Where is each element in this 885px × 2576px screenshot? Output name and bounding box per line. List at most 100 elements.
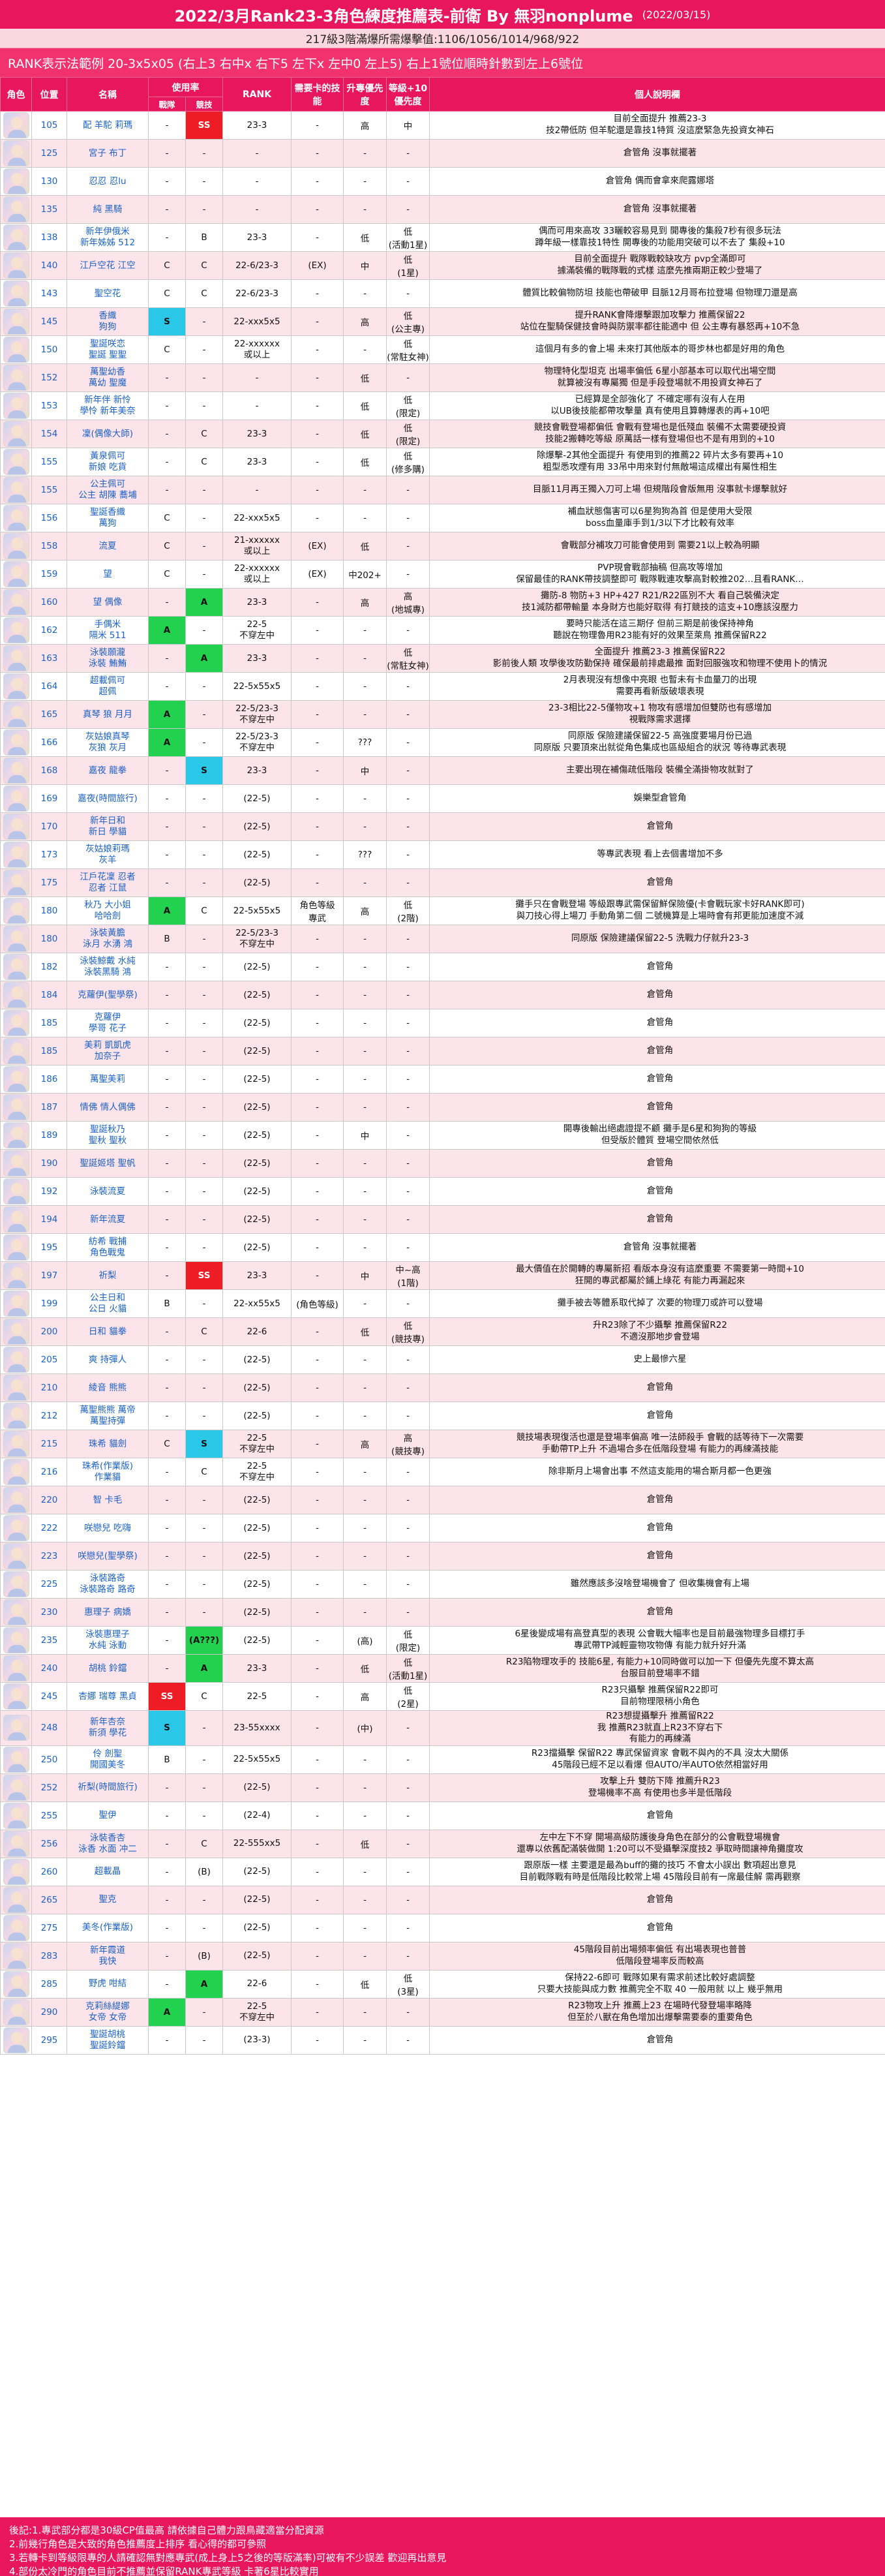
character-portrait: [0, 1149, 32, 1178]
unique-equipment-cell: -: [291, 111, 344, 140]
name-cell: 新年伊俄米 新年姊姊 512: [67, 223, 149, 252]
priority-cell: -: [343, 1486, 387, 1514]
name-cell: 日和 貓拳: [67, 1317, 149, 1346]
unique-equipment-cell: -: [291, 1037, 344, 1066]
priority-cell: 低: [343, 223, 387, 252]
usage-pvp-cell: -: [148, 1009, 186, 1037]
level-priority-cell: -: [386, 560, 430, 589]
character-portrait: [0, 420, 32, 448]
priority-cell: -: [343, 981, 387, 1009]
position-cell: 150: [31, 335, 67, 364]
usage-pvp-cell: -: [148, 167, 186, 196]
unique-equipment-cell: -: [291, 448, 344, 476]
character-portrait: [0, 1205, 32, 1234]
rank-cell: (22-5): [222, 1542, 292, 1571]
rank-cell: (22-5): [222, 1941, 292, 1970]
priority-cell: -: [343, 504, 387, 532]
usage-pvp-cell: A: [148, 616, 186, 645]
usage-pvp-cell: -: [148, 448, 186, 476]
level-priority-cell: -: [386, 1345, 430, 1374]
table-row: 168 嘉夜 龍拳 - S 23-3- 中 - 主要出現在補傷疏低階段 裝備全滿掛物攻就對了: [0, 756, 885, 785]
level-priority-cell: 中~高 (1階): [386, 1261, 430, 1290]
name-cell: 聖誕胡桃 聖誕鈴鐺: [67, 2025, 149, 2055]
rank-cell: 22-xxxxxx 或以上: [222, 335, 292, 364]
table-row: 163 泳裝願瀧 泳裝 鮪鮪 - A 23-3- - 低 (常駐女神) 全面提升 推薦23-3 推…: [0, 644, 885, 673]
level-priority-cell: -: [386, 840, 430, 869]
notes-cell: 倉管角: [429, 1486, 885, 1514]
priority-cell: -: [343, 1093, 387, 1122]
table-row: 260 超載晶 - (B) (22-5) - - - 跟原版一樣 主要還是最為buff的攤的技巧…: [0, 1857, 885, 1886]
unique-equipment-cell: -: [291, 1542, 344, 1571]
table-row: 125 宮子 布丁 - - - - - - 倉管角 沒事就擺著: [0, 139, 885, 168]
usage-pve-cell: SS: [185, 1261, 223, 1290]
character-portrait: [0, 476, 32, 504]
character-portrait-icon: [3, 589, 29, 615]
table-row: 252 祈梨(時間旅行) - - (22-5) - - - 攻擊上升 雙防下降 推薦升R23 登場…: [0, 1773, 885, 1802]
usage-pvp-cell: -: [148, 139, 186, 168]
usage-pve-cell: -: [185, 700, 223, 729]
priority-cell: -: [343, 1458, 387, 1486]
unique-equipment-cell: -: [291, 476, 344, 504]
usage-pve-cell: S: [185, 756, 223, 785]
level-priority-cell: -: [386, 2025, 430, 2055]
priority-cell: -: [343, 1149, 387, 1178]
unique-equipment-cell: -: [291, 391, 344, 420]
usage-pve-cell: -: [185, 1177, 223, 1206]
character-portrait-icon: [3, 337, 29, 363]
character-portrait: [0, 868, 32, 897]
notes-cell: 2月表現沒有想像中亮眼 也暫未有卡血量刀的出現 需要再看新版破壞表現: [429, 672, 885, 701]
position-cell: 195: [31, 1233, 67, 1262]
table-row: 235 泳裝惠理子 水純 泳動 - (A???) (22-5) - (高) 低 (限定) 6星後變成…: [0, 1626, 885, 1655]
sheet-date: (2022/03/15): [642, 8, 711, 21]
usage-pve-cell: -: [185, 139, 223, 168]
level-priority-cell: -: [386, 1205, 430, 1234]
usage-pve-cell: -: [185, 1037, 223, 1066]
notes-cell: 23-3相比22-5僅物攻+1 物攻有感增加但雙防也有感增加 視戰隊需求選擇: [429, 700, 885, 729]
rank-cell: (22-5): [222, 812, 292, 841]
unique-equipment-cell: -: [291, 700, 344, 729]
usage-pve-cell: -: [185, 1121, 223, 1150]
position-cell: 153: [31, 391, 67, 420]
level-priority-cell: -: [386, 1885, 430, 1914]
priority-cell: -: [343, 1801, 387, 1830]
rank-cell: (23-3): [222, 2025, 292, 2055]
table-row: 190 聖誕姬塔 聖帆 - - (22-5) - - - 倉管角: [0, 1149, 885, 1178]
character-portrait: [0, 448, 32, 476]
table-row: 197 祈梨 - SS 23-3- 中中~高 (1階) 最大價值在於開轉的專屬新招 看版本身沒…: [0, 1261, 885, 1290]
name-cell: 克蘿伊 學哥 花子: [67, 1009, 149, 1037]
notes-cell: 倉管角: [429, 1373, 885, 1402]
usage-pvp-cell: -: [148, 1037, 186, 1066]
priority-cell: (高): [343, 1626, 387, 1655]
priority-cell: -: [343, 167, 387, 196]
level-priority-cell: -: [386, 1710, 430, 1746]
character-portrait: [0, 1289, 32, 1318]
notes-cell: 左中左下不穿 開場高級防護後身角色在部分的公會戰登場機會 還專以依舊配滿裝做開 1…: [429, 1829, 885, 1858]
level-priority-cell: 低 (限定): [386, 391, 430, 420]
position-cell: 164: [31, 672, 67, 701]
level-priority-cell: -: [386, 1233, 430, 1262]
notes-cell: 開專後輸出絕處證提不顧 攤手是6星和狗狗的等級 但受版於體質 登場空間依然低: [429, 1121, 885, 1150]
footer-line: 2.前幾行角色是大致的角色推薦度上排序 看心得的都可參照: [9, 2538, 267, 2550]
notes-cell: 倉管角: [429, 1514, 885, 1542]
unique-equipment-cell: -: [291, 1941, 344, 1970]
level-priority-cell: -: [386, 1745, 430, 1774]
unique-equipment-cell: -: [291, 1430, 344, 1458]
level-priority-cell: -: [386, 672, 430, 701]
position-cell: 240: [31, 1654, 67, 1683]
character-portrait-icon: [3, 1715, 29, 1741]
notes-cell: 倉管角 偶而會拿來爬露娜塔: [429, 167, 885, 196]
col-level-priority: 等級+10優先度: [386, 77, 430, 112]
character-portrait: [0, 1373, 32, 1402]
character-table: 角色 位置 名稱 使用率 RANK 需要卡的技能 升專優先度 等級+10優先度 …: [0, 77, 885, 2055]
rank-cell: 22-555xx5: [222, 1829, 292, 1858]
character-portrait: [0, 1570, 32, 1599]
rank-cell: (22-5): [222, 1514, 292, 1542]
position-cell: 173: [31, 840, 67, 869]
name-cell: 江戶空花 江空: [67, 251, 149, 280]
usage-pve-cell: -: [185, 1289, 223, 1318]
character-portrait: [0, 504, 32, 532]
usage-pvp-cell: A: [148, 700, 186, 729]
priority-cell: 低: [343, 1829, 387, 1858]
character-portrait: [0, 1037, 32, 1066]
